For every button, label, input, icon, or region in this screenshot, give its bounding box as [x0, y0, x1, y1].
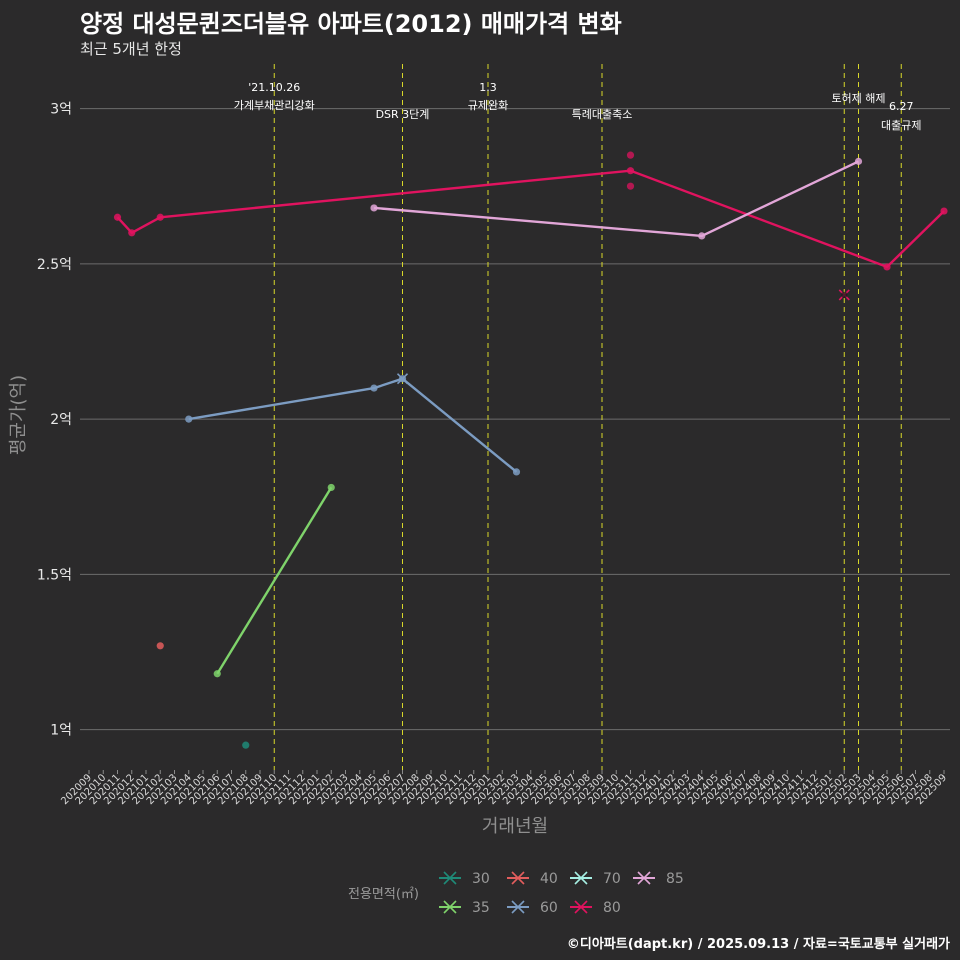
data-point-80	[128, 229, 136, 237]
legend-item-70: 70	[570, 871, 621, 887]
legend-cross	[511, 871, 525, 885]
legend-label: 30	[472, 871, 490, 887]
event-label: '21.10.26	[248, 81, 300, 94]
legend-label: 40	[540, 871, 558, 887]
event-label: 토허제 해제	[831, 91, 885, 105]
grid-layer	[80, 108, 950, 731]
page-title: 양정 대성문퀸즈더블유 아파트(2012) 매매가격 변화	[80, 10, 622, 38]
data-point-85	[854, 157, 863, 165]
legend-label: 35	[472, 900, 490, 916]
legend: 전용면적(㎡) 30 40 70 85 35 60 80	[348, 871, 684, 916]
legend-item-80: 80	[570, 900, 621, 916]
legend-cross	[574, 871, 588, 885]
legend-label: 80	[603, 900, 621, 916]
cross-marker-60	[396, 373, 409, 385]
series-line-80	[116, 169, 945, 269]
data-point-80	[883, 263, 891, 271]
y-tick-label: 2.5억	[37, 257, 72, 273]
data-point-85	[370, 204, 378, 212]
x-axis: 2020092020102020112020122021012021022021…	[59, 770, 949, 807]
legend-cross	[637, 871, 651, 885]
event-label: 가계부채관리강화	[234, 99, 315, 112]
series-line-35	[216, 486, 333, 675]
cross-marker-center	[841, 291, 848, 299]
event-label: 6.27	[889, 100, 914, 113]
legend-item-60: 60	[507, 900, 558, 916]
y-axis: 1억 1.5억 2억 2.5억 3억	[37, 102, 72, 739]
legend-item-40: 40	[507, 871, 558, 887]
data-point-80	[156, 213, 164, 221]
data-point-30	[242, 741, 250, 749]
data-point-85	[698, 232, 706, 240]
data-point-35	[213, 670, 221, 678]
legend-label: 85	[666, 871, 684, 887]
legend-cross	[443, 871, 457, 885]
data-point-60	[512, 468, 521, 476]
y-tick-label: 1억	[50, 723, 72, 739]
trade-point-80	[626, 151, 635, 159]
data-point-80	[113, 213, 122, 221]
data-point-60	[370, 384, 378, 392]
legend-item-35: 35	[439, 900, 490, 916]
legend-item-85: 85	[633, 871, 684, 887]
event-label: 1.3	[479, 81, 497, 94]
trade-point-80	[626, 182, 635, 190]
series-layer	[113, 151, 948, 749]
legend-title: 전용면적(㎡)	[348, 887, 419, 902]
legend-cross	[511, 900, 525, 914]
series-line-60	[188, 377, 518, 473]
legend-label: 60	[540, 900, 558, 916]
y-tick-label: 3억	[50, 102, 72, 118]
y-tick-label: 2억	[50, 412, 72, 428]
page-subtitle: 최근 5개년 한정	[80, 40, 182, 58]
legend-label: 70	[603, 871, 621, 887]
source-caption: ©디아파트(dapt.kr) / 2025.09.13 / 자료=국토교통부 실…	[566, 937, 950, 952]
y-tick-label: 1.5억	[37, 567, 72, 583]
event-label: DSR 3단계	[376, 108, 430, 121]
event-label: 특례대출축소	[572, 108, 633, 121]
event-label: 대출규제	[881, 119, 921, 132]
data-point-80	[626, 167, 635, 175]
legend-item-30: 30	[439, 871, 490, 887]
legend-cross	[574, 900, 588, 914]
data-point-35	[327, 483, 335, 492]
cross-stroke	[396, 373, 409, 385]
data-point-60	[185, 415, 193, 423]
data-point-40	[156, 642, 164, 650]
event-label: 규제완화	[468, 99, 508, 112]
y-axis-title: 평균가(억)	[8, 375, 29, 455]
data-point-80	[940, 207, 948, 215]
legend-cross	[443, 900, 457, 914]
x-axis-title: 거래년월	[482, 816, 548, 837]
